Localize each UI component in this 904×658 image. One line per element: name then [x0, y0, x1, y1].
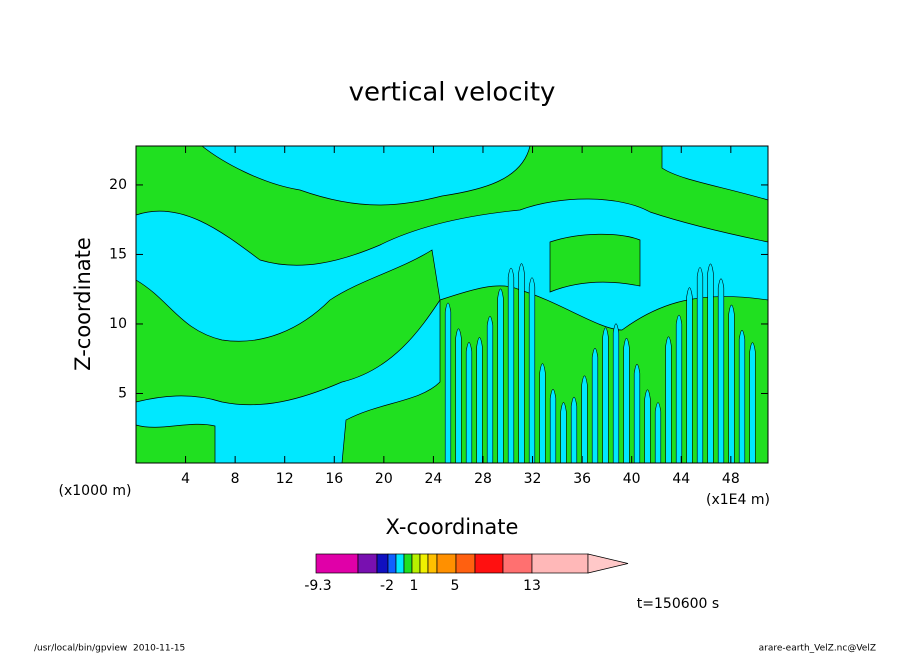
x-tick-label: 32 [524, 471, 542, 487]
colorbar-box [436, 553, 457, 574]
colorbar-box [357, 553, 378, 574]
x-unit-label: (x1000 m) [59, 483, 132, 499]
y-tick-label: 10 [109, 316, 127, 332]
colorbar-box [455, 553, 476, 574]
contour-field [135, 145, 769, 464]
colorbar-box [315, 553, 359, 574]
contour-region [612, 323, 620, 464]
contour-region [455, 328, 462, 464]
x-tick-label: 40 [623, 471, 641, 487]
colorbar-label: 1 [410, 578, 419, 594]
contour-region [717, 278, 725, 464]
contour-region [602, 327, 609, 464]
footer-left: /usr/local/bin/gpview 2010-11-15 [34, 644, 185, 654]
y-tick-label: 5 [118, 385, 127, 401]
x-tick-label: 12 [276, 471, 294, 487]
contour-region [570, 396, 578, 464]
contour-region [507, 267, 515, 464]
contour-region [135, 145, 769, 266]
contour-region [738, 329, 746, 464]
contour-region [633, 364, 641, 464]
colorbar-box [403, 553, 413, 574]
contour-region [686, 287, 693, 464]
x-tick-label: 4 [181, 471, 190, 487]
x-tick-label: 8 [231, 471, 240, 487]
contour-region [476, 337, 483, 464]
y-axis-label: Z-coordinate [71, 237, 95, 371]
contour-region [549, 233, 641, 293]
contour-region [707, 263, 714, 464]
contour-region [654, 402, 662, 464]
x-tick-label: 28 [474, 471, 492, 487]
y-tick-label: 20 [109, 177, 127, 193]
contour-region [581, 375, 588, 464]
x-tick-label: 20 [375, 471, 393, 487]
x-axis-label: X-coordinate [386, 515, 519, 539]
y-tick-label: 15 [109, 246, 127, 262]
plot-frame [135, 145, 769, 464]
colorbar-label: 5 [451, 578, 460, 594]
colorbar-label: -2 [380, 578, 394, 594]
colorbar-box [427, 553, 438, 574]
colorbar-arrow [587, 553, 629, 574]
x-tick-label: 44 [672, 471, 690, 487]
colorbar-box [502, 553, 533, 574]
colorbar-label: 13 [523, 578, 541, 594]
contour-region [749, 342, 756, 464]
contour-region [497, 288, 504, 464]
contour-region [135, 423, 216, 464]
contour-region [675, 314, 683, 464]
colorbar-box [387, 553, 397, 574]
contour-region [549, 388, 557, 464]
contour-region [623, 337, 630, 464]
x-tick-label: 36 [573, 471, 591, 487]
x-tick-label: 24 [424, 471, 442, 487]
contour-region [528, 277, 536, 464]
x-tick-label: 48 [722, 471, 740, 487]
colorbar-box [376, 553, 389, 574]
colorbar-box [474, 553, 504, 574]
colorbar-box [411, 553, 421, 574]
colorbar-box [531, 553, 589, 574]
colorbar-box [419, 553, 429, 574]
contour-region [486, 316, 494, 464]
contour-region [644, 389, 651, 464]
contour-region [444, 302, 452, 464]
contour-region [696, 267, 704, 464]
contour-region [539, 363, 546, 464]
contour-region [465, 342, 473, 464]
chart-title: vertical velocity [349, 78, 556, 108]
x-unit-label: (x1E4 m) [706, 492, 770, 508]
footer-right: arare-earth_VelZ.nc@VelZ [759, 644, 876, 654]
contour-region [728, 304, 735, 464]
contour-region [665, 336, 672, 464]
time-label: t=150600 s [637, 596, 719, 612]
colorbar-label: -9.3 [304, 578, 331, 594]
colorbar-box [395, 553, 405, 574]
x-tick-label: 16 [325, 471, 343, 487]
contour-region [518, 263, 525, 464]
contour-region [560, 402, 567, 464]
contour-region [591, 348, 599, 464]
